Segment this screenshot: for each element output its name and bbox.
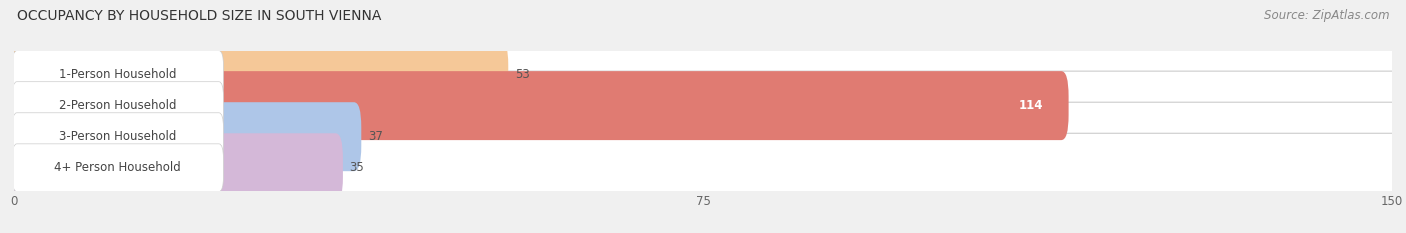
Text: 35: 35 bbox=[349, 161, 364, 174]
FancyBboxPatch shape bbox=[7, 133, 1399, 202]
FancyBboxPatch shape bbox=[7, 71, 1399, 140]
Text: 1-Person Household: 1-Person Household bbox=[59, 68, 177, 81]
Text: 53: 53 bbox=[515, 68, 530, 81]
FancyBboxPatch shape bbox=[7, 71, 1069, 140]
Text: 114: 114 bbox=[1018, 99, 1043, 112]
FancyBboxPatch shape bbox=[13, 51, 224, 99]
Text: OCCUPANCY BY HOUSEHOLD SIZE IN SOUTH VIENNA: OCCUPANCY BY HOUSEHOLD SIZE IN SOUTH VIE… bbox=[17, 9, 381, 23]
Text: Source: ZipAtlas.com: Source: ZipAtlas.com bbox=[1264, 9, 1389, 22]
FancyBboxPatch shape bbox=[7, 40, 508, 109]
Text: 37: 37 bbox=[368, 130, 382, 143]
FancyBboxPatch shape bbox=[13, 82, 224, 130]
FancyBboxPatch shape bbox=[13, 113, 224, 161]
FancyBboxPatch shape bbox=[7, 102, 361, 171]
FancyBboxPatch shape bbox=[7, 40, 1399, 109]
FancyBboxPatch shape bbox=[13, 144, 224, 192]
Text: 4+ Person Household: 4+ Person Household bbox=[55, 161, 181, 174]
Text: 3-Person Household: 3-Person Household bbox=[59, 130, 177, 143]
FancyBboxPatch shape bbox=[7, 133, 343, 202]
Text: 2-Person Household: 2-Person Household bbox=[59, 99, 177, 112]
FancyBboxPatch shape bbox=[7, 102, 1399, 171]
